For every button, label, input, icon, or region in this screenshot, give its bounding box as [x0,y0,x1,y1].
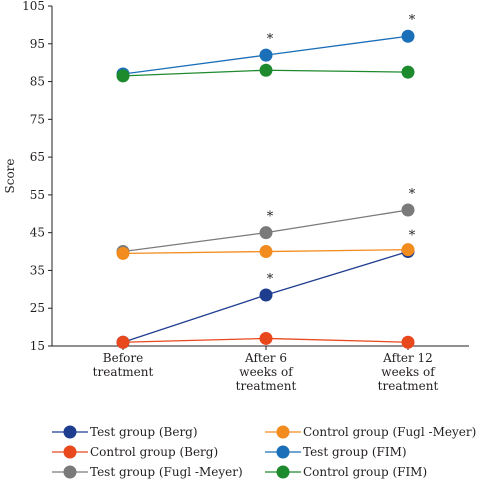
data-point [259,63,273,77]
y-tick-label: 35 [30,263,45,277]
x-tick-label: After 6 weeks of treatment [236,351,297,393]
significance-star: * [267,32,274,47]
data-point [116,246,130,260]
legend-label: Test group (Berg) [90,425,198,439]
legend-label: Test group (Fugl -Meyer) [90,465,243,479]
axes: 15 25 35 45 55 65 75 85 95 105 Score Before treatmen… [3,0,469,393]
data-point [259,245,273,259]
legend-marker [276,425,290,439]
data-point [116,335,130,349]
data-point [401,65,415,79]
data-point [401,243,415,257]
data-point [259,48,273,62]
data-points [116,29,415,349]
legend-marker [63,425,77,439]
legend-label: Control group (FIM) [303,465,427,479]
legend-marker [276,465,290,479]
x-tick-label: After 12 weeks of treatment [378,351,439,393]
y-axis-title: Score [3,158,17,193]
significance-markers: * * * * * * [267,13,416,287]
data-point [401,29,415,43]
data-point [116,69,130,83]
legend-label: Control group (Berg) [90,445,218,459]
significance-star: * [409,13,416,28]
data-point [259,288,273,302]
data-point [401,203,415,217]
y-tick-label: 45 [30,226,45,240]
y-tick-label: 75 [30,112,45,126]
y-tick-label: 55 [30,188,45,202]
y-tick-label: 105 [22,0,45,13]
data-point [401,335,415,349]
significance-star: * [409,187,416,202]
significance-star: * [267,272,274,287]
x-tick-label: Before treatment [93,351,154,379]
legend-label: Control group (Fugl -Meyer) [303,425,476,439]
y-tick-label: 65 [30,150,45,164]
y-tick-label: 85 [30,75,45,89]
data-point [259,331,273,345]
y-tick-label: 15 [30,339,45,353]
y-tick-label: 25 [30,301,45,315]
data-point [259,226,273,240]
y-tick-label: 95 [30,37,45,51]
significance-star: * [267,210,274,225]
significance-star: * [409,229,416,244]
legend-label: Test group (FIM) [303,445,407,459]
legend: Test group (Berg) Control group (Fugl -Me… [52,425,476,479]
legend-marker [276,445,290,459]
legend-marker [63,445,77,459]
legend-marker [63,465,77,479]
